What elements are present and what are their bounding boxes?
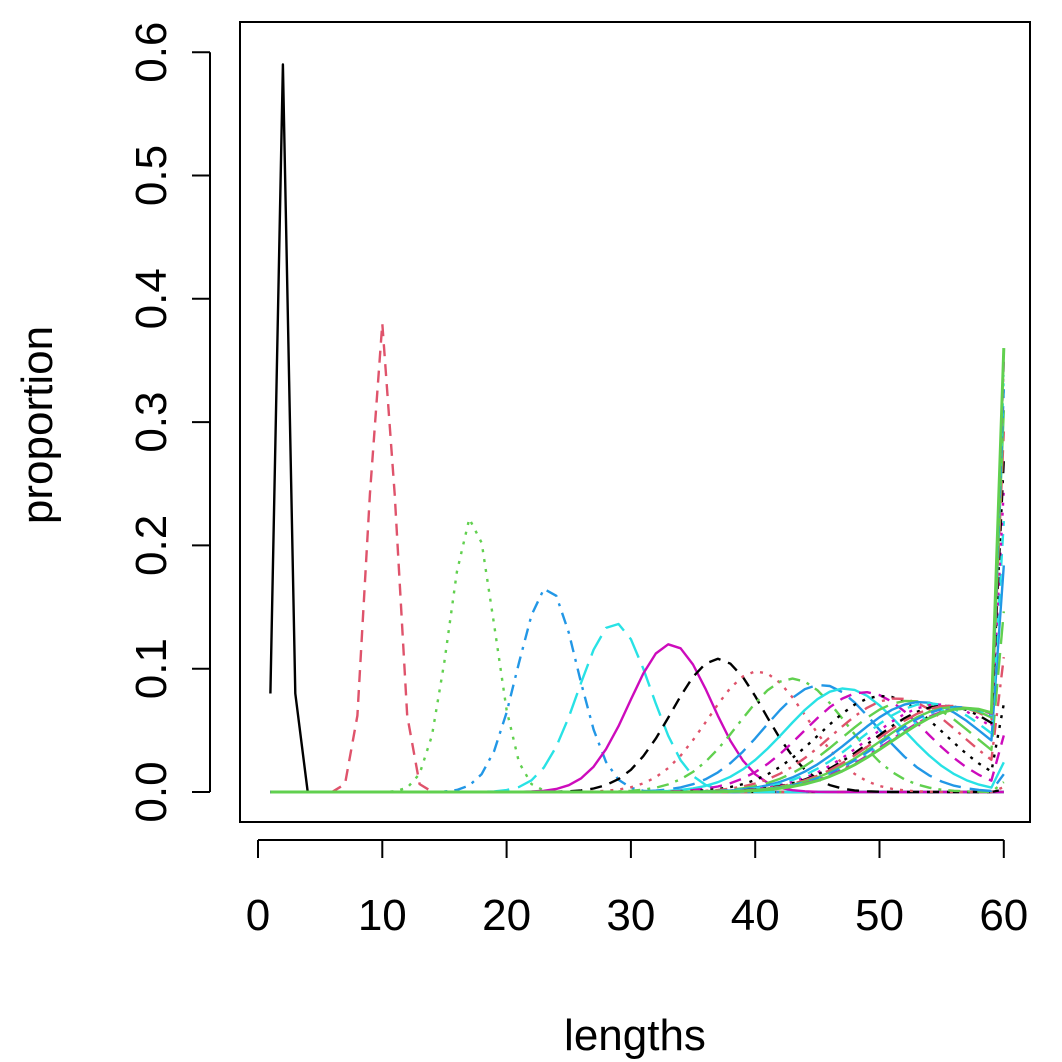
y-axis-label: proportion <box>13 326 62 524</box>
x-tick-label: 30 <box>606 891 655 940</box>
series-line <box>270 694 1005 794</box>
y-tick-label: 0.1 <box>127 638 176 699</box>
y-tick-label: 0.3 <box>127 392 176 453</box>
x-tick-label: 50 <box>855 891 904 940</box>
x-tick-label: 20 <box>482 891 531 940</box>
series-line <box>270 565 1005 794</box>
series-line <box>270 348 1006 794</box>
y-tick-label: 0.4 <box>127 268 176 329</box>
series-line <box>270 677 1005 794</box>
y-tick-label: 0.2 <box>127 515 176 576</box>
y-tick-label: 0.5 <box>127 145 176 206</box>
x-axis: 0 10 20 30 40 50 60 <box>246 839 1028 940</box>
x-tick-label: 60 <box>979 891 1028 940</box>
series-line <box>270 460 1005 794</box>
x-tick-label: 10 <box>358 891 407 940</box>
series-line <box>270 587 1004 794</box>
series-line <box>269 63 1004 794</box>
series-line <box>270 410 1005 794</box>
series-line <box>270 611 1005 794</box>
y-axis: 0.0 0.1 0.2 0.3 0.4 0.5 0.6 <box>127 22 211 823</box>
series-line <box>270 691 1005 794</box>
x-tick-label: 40 <box>731 891 780 940</box>
y-tick-label: 0.6 <box>127 22 176 83</box>
plot-box <box>239 21 1031 823</box>
series-line <box>270 375 1005 794</box>
x-axis-label: lengths <box>564 1011 706 1060</box>
series-line <box>270 431 1005 794</box>
series-layer <box>269 63 1006 794</box>
y-tick-label: 0.0 <box>127 761 176 822</box>
x-tick-label: 0 <box>246 891 270 940</box>
